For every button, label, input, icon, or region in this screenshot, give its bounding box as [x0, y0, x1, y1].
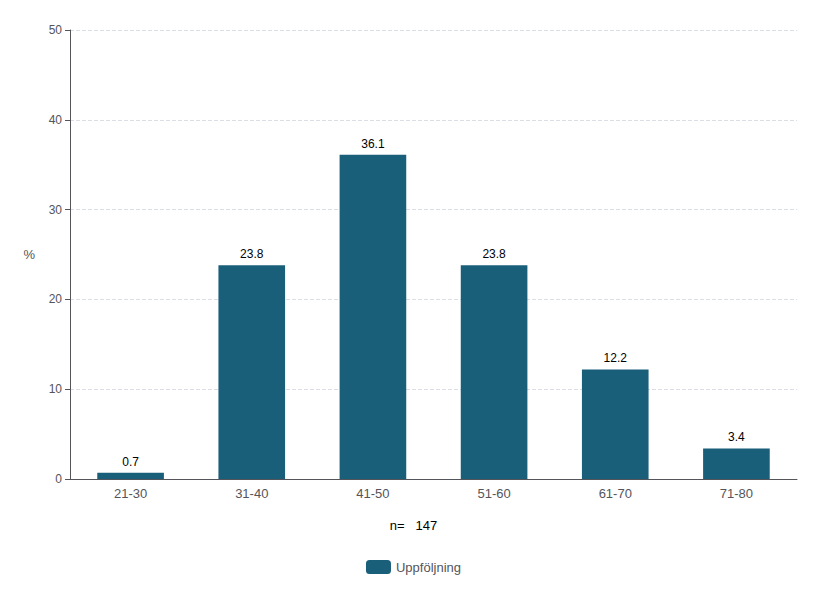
svg-text:23.8: 23.8 [482, 247, 506, 261]
svg-text:50: 50 [49, 23, 63, 37]
svg-text:0.7: 0.7 [122, 455, 139, 469]
svg-text:23.8: 23.8 [240, 247, 264, 261]
svg-text:n= 147: n= 147 [390, 518, 437, 533]
svg-text:36.1: 36.1 [361, 137, 385, 151]
svg-text:12.2: 12.2 [604, 351, 628, 365]
svg-text:51-60: 51-60 [477, 486, 510, 501]
svg-text:0: 0 [55, 472, 62, 486]
svg-text:Uppföljning: Uppföljning [396, 560, 461, 575]
svg-text:31-40: 31-40 [235, 486, 268, 501]
svg-text:41-50: 41-50 [356, 486, 389, 501]
svg-text:%: % [23, 247, 35, 262]
svg-text:61-70: 61-70 [599, 486, 632, 501]
svg-text:3.4: 3.4 [728, 430, 745, 444]
svg-text:40: 40 [49, 113, 63, 127]
svg-text:30: 30 [49, 203, 63, 217]
svg-text:20: 20 [49, 292, 63, 306]
svg-text:10: 10 [49, 382, 63, 396]
svg-text:71-80: 71-80 [720, 486, 753, 501]
svg-text:21-30: 21-30 [114, 486, 147, 501]
